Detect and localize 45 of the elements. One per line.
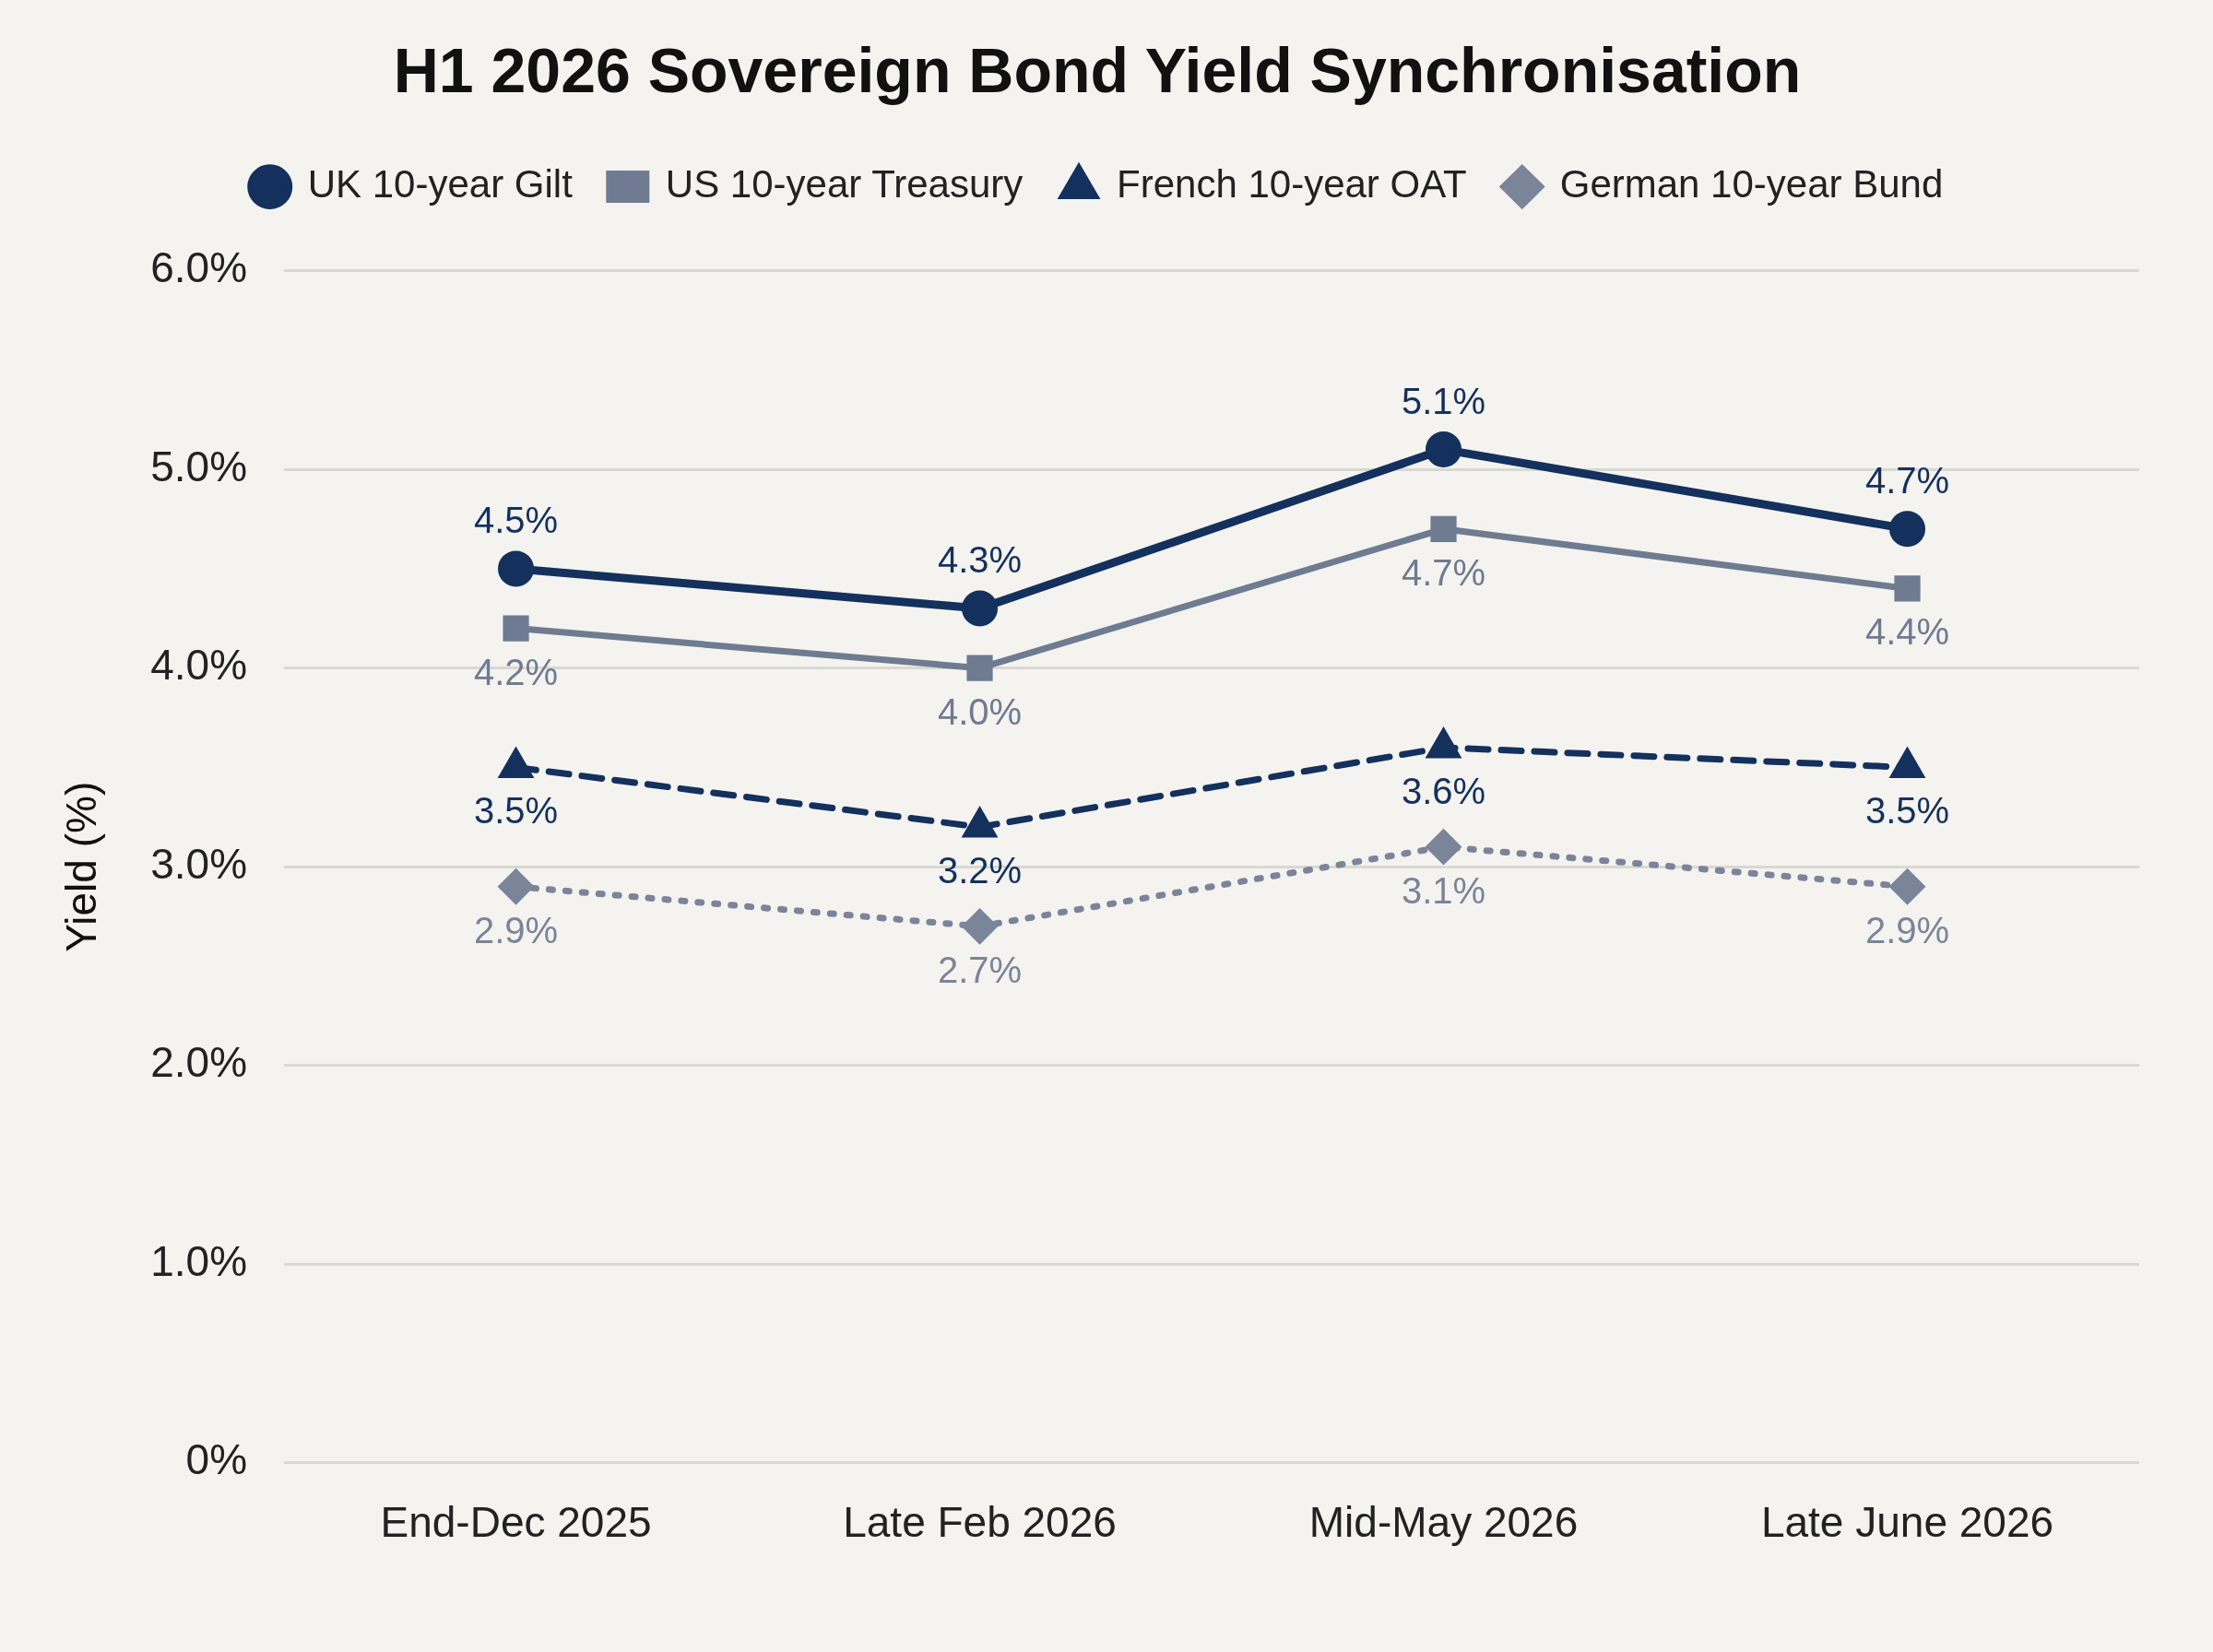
point	[1430, 515, 1457, 542]
y-tick-label: 2.0%	[150, 1038, 248, 1087]
data-label: 3.5%	[473, 790, 559, 832]
y-tick-label: 1.0%	[150, 1236, 248, 1285]
y-tick-label: 4.0%	[150, 641, 248, 690]
data-label: 2.9%	[1864, 909, 1950, 950]
point	[1426, 830, 1462, 865]
point	[962, 590, 999, 627]
point	[1889, 511, 1926, 548]
point	[499, 869, 534, 904]
x-tick-label: Mid-May 2026	[1308, 1498, 1579, 1547]
data-label: 3.2%	[937, 850, 1023, 891]
x-tick-label: Late Feb 2026	[843, 1498, 1117, 1547]
point	[963, 909, 998, 944]
y-tick-label: 5.0%	[150, 442, 248, 490]
data-label: 3.5%	[1864, 790, 1950, 832]
data-label: 4.0%	[937, 690, 1023, 732]
point	[503, 615, 529, 642]
data-label: 4.7%	[1864, 459, 1950, 501]
data-label: 3.6%	[1401, 770, 1486, 811]
point	[1894, 575, 1921, 602]
point	[966, 655, 993, 681]
data-label: 4.3%	[937, 539, 1023, 581]
data-label: 2.9%	[473, 909, 559, 950]
legend-label: UK 10-year Gilt	[307, 162, 574, 206]
data-label: 4.2%	[473, 651, 559, 692]
y-tick-label: 6.0%	[150, 243, 248, 292]
x-tick-label: Late June 2026	[1760, 1498, 2054, 1547]
data-label: 2.7%	[937, 949, 1023, 990]
legend-label: French 10-year OAT	[1117, 162, 1467, 206]
y-tick-label: 3.0%	[150, 839, 248, 888]
legend-label: German 10-year Bund	[1559, 162, 1944, 206]
chart-title: H1 2026 Sovereign Bond Yield Synchronisation	[393, 34, 1802, 105]
y-axis-title: Yield (%)	[57, 781, 106, 952]
point	[1890, 869, 1925, 904]
data-label: 4.7%	[1401, 551, 1486, 593]
y-tick-label: 0%	[185, 1435, 248, 1484]
x-tick-label: End-Dec 2025	[380, 1498, 652, 1547]
point	[498, 550, 535, 587]
data-label: 3.1%	[1401, 869, 1486, 911]
legend-label: US 10-year Treasury	[665, 162, 1024, 206]
data-label: 4.5%	[473, 499, 559, 540]
point	[1426, 431, 1462, 468]
data-label: 4.4%	[1864, 611, 1950, 653]
data-label: 5.1%	[1401, 380, 1486, 421]
